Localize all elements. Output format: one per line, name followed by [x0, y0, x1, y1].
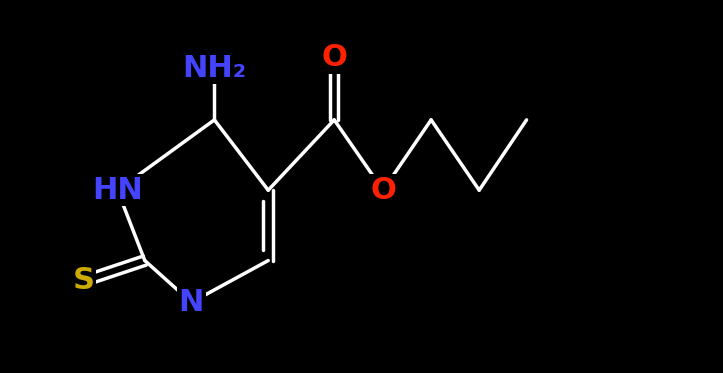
- Text: NH₂: NH₂: [182, 54, 247, 82]
- Text: O: O: [370, 176, 396, 205]
- Text: N: N: [179, 288, 204, 317]
- Text: O: O: [321, 43, 347, 72]
- Text: HN: HN: [92, 176, 143, 205]
- Text: S: S: [73, 266, 95, 295]
